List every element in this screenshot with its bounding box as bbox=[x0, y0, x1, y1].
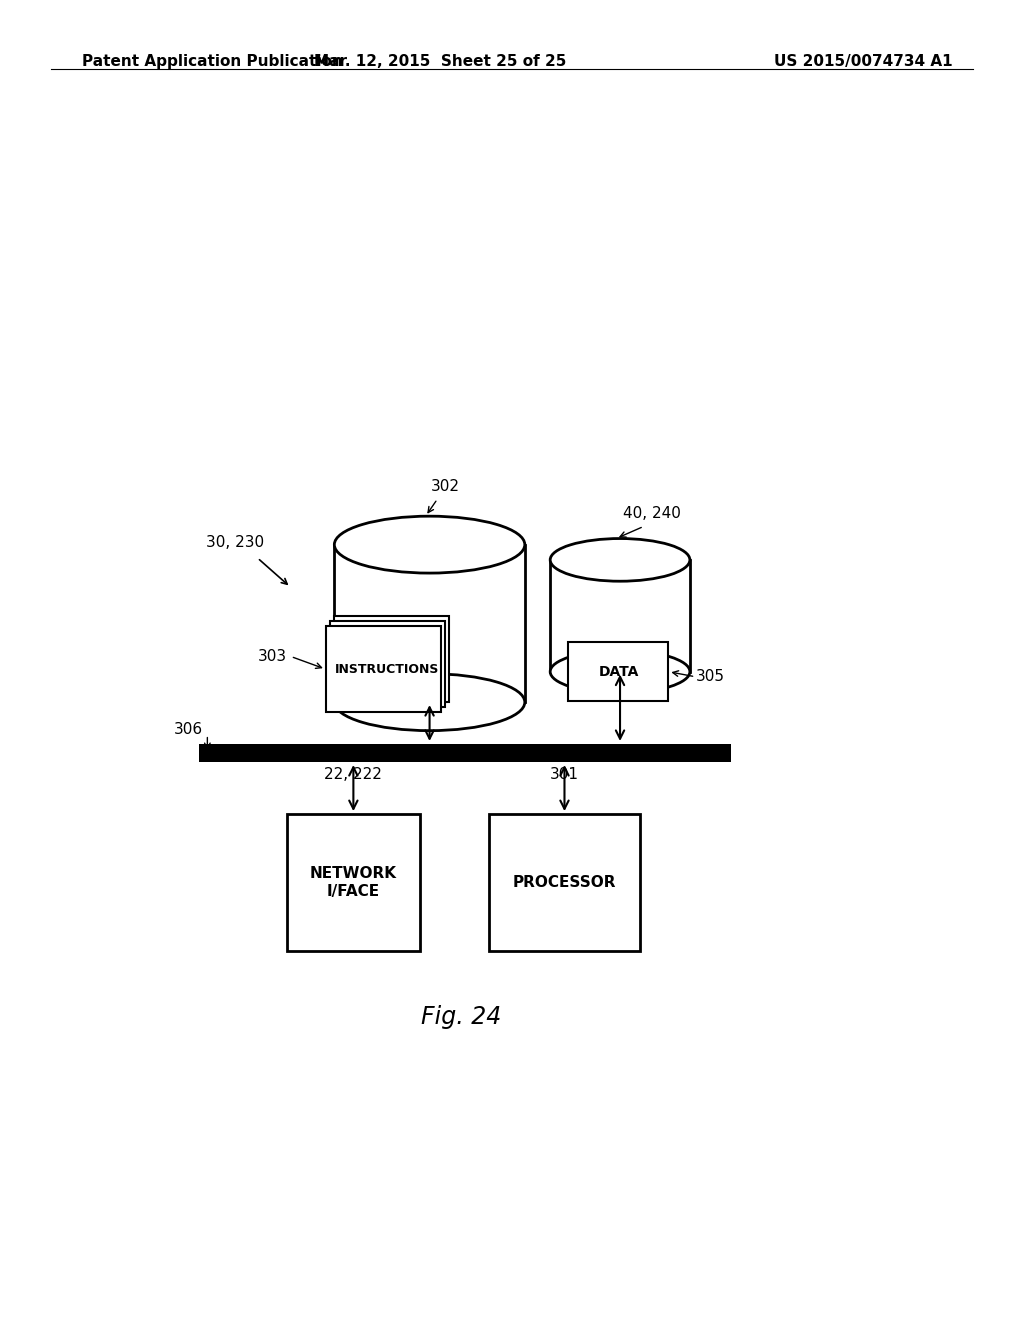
Text: Fig. 24: Fig. 24 bbox=[421, 1006, 502, 1030]
Text: NETWORK
I/FACE: NETWORK I/FACE bbox=[310, 866, 397, 899]
Bar bbox=[326, 626, 440, 713]
Text: US 2015/0074734 A1: US 2015/0074734 A1 bbox=[774, 54, 952, 69]
Bar bbox=[568, 643, 669, 701]
Text: 30, 230: 30, 230 bbox=[206, 535, 264, 549]
Bar bbox=[489, 814, 640, 952]
Text: PROCESSOR: PROCESSOR bbox=[513, 875, 616, 890]
Bar bbox=[334, 545, 524, 702]
Text: DATA: DATA bbox=[598, 665, 639, 678]
Text: 40, 240: 40, 240 bbox=[623, 507, 681, 521]
Ellipse shape bbox=[550, 539, 690, 581]
Text: 305: 305 bbox=[695, 669, 724, 684]
Text: 22, 222: 22, 222 bbox=[325, 767, 382, 783]
Text: 301: 301 bbox=[550, 767, 579, 783]
Text: Mar. 12, 2015  Sheet 25 of 25: Mar. 12, 2015 Sheet 25 of 25 bbox=[314, 54, 566, 69]
Bar bbox=[550, 560, 690, 672]
Text: 306: 306 bbox=[174, 722, 204, 737]
Ellipse shape bbox=[550, 651, 690, 693]
Bar bbox=[287, 814, 420, 952]
Bar bbox=[331, 620, 445, 708]
Bar bbox=[200, 744, 731, 762]
Bar bbox=[334, 615, 450, 702]
Text: 302: 302 bbox=[431, 479, 460, 494]
Text: INSTRUCTIONS: INSTRUCTIONS bbox=[335, 663, 439, 676]
Ellipse shape bbox=[334, 673, 525, 731]
Text: 303: 303 bbox=[258, 649, 287, 664]
Text: Patent Application Publication: Patent Application Publication bbox=[82, 54, 343, 69]
Ellipse shape bbox=[334, 516, 525, 573]
